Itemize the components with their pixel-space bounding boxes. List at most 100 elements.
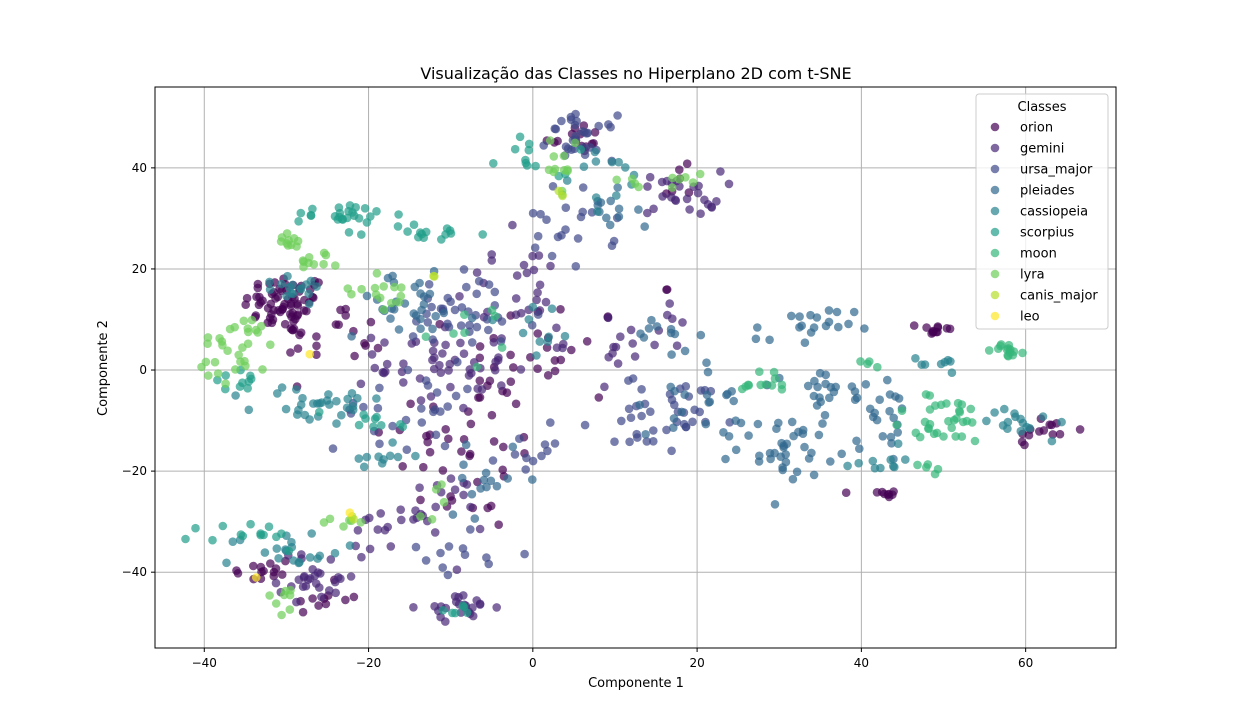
scatter-point [432,388,442,397]
y-tick-label: −40 [122,565,147,579]
legend-marker [990,143,1000,153]
points [181,109,1085,626]
legend-label: orion [1020,121,1053,136]
y-tick-label: 0 [139,363,147,377]
scatter-point [603,313,613,323]
scatter-point [463,384,472,394]
scatter-point [778,463,787,472]
scatter-point [547,251,557,261]
scatter-point [462,282,471,292]
series-cassiopeia [222,147,1066,568]
scatter-point [377,421,386,430]
scatter-point [643,182,652,191]
scatter-point [377,459,387,468]
scatter-point [298,607,308,617]
scatter-point [515,132,525,142]
scatter-point [393,222,403,231]
scatter-point [787,417,797,427]
scatter-point [283,271,292,281]
scatter-point [372,394,381,403]
scatter-point [672,341,682,351]
scatter-point [984,346,994,355]
scatter-point [705,397,715,407]
scatter-point [770,500,780,509]
scatter-point [770,374,780,383]
scatter-point [744,431,753,440]
scatter-point [431,430,441,440]
scatter-point [579,162,589,171]
legend-item-pleiades: pleiades [990,184,1075,199]
scatter-point [411,506,420,515]
scatter-point [265,285,275,294]
scatter-point [688,178,698,187]
scatter-point [591,157,601,166]
scatter-point [416,396,426,405]
scatter-point [417,404,426,413]
scatter-point [548,182,558,191]
scatter-point [411,542,421,552]
scatter-point [457,473,467,483]
legend-label: canis_major [1020,289,1098,304]
scatter-point [466,525,475,534]
scatter-point [613,111,622,120]
scatter-point [441,340,450,350]
scatter-point [787,311,796,321]
scatter-point [390,282,399,292]
scatter-point [478,230,488,239]
scatter-point [590,128,600,137]
scatter-point [777,385,787,394]
scatter-point [309,399,318,408]
scatter-point [345,541,355,550]
scatter-point [1048,430,1058,439]
scatter-point [612,191,621,200]
scatter-point [922,323,931,332]
scatter-point [467,489,477,499]
scatter-point [297,550,306,559]
scatter-point [695,169,705,179]
scatter-point [312,332,321,341]
scatter-point [296,284,305,293]
scatter-point [562,176,572,185]
scatter-point [861,380,871,389]
scatter-point [460,550,470,559]
scatter-point [966,404,976,414]
scatter-point [571,262,581,271]
scatter-point [397,515,406,525]
scatter-point [459,349,469,359]
scatter-point [315,551,325,561]
scatter-point [519,260,529,270]
scatter-point [756,380,765,390]
scatter-point [743,380,753,390]
scatter-point [362,218,372,227]
scatter-point [439,308,449,318]
scatter-point [561,225,570,234]
legend-item-cassiopeia: cassiopeia [990,205,1088,220]
scatter-point [662,425,671,435]
scatter-point [288,289,298,299]
scatter-point [310,571,320,581]
scatter-point [181,534,190,544]
scatter-point [429,364,439,374]
scatter-point [533,310,543,319]
scatter-point [398,462,408,471]
scatter-point [644,324,654,333]
scatter-point [951,432,960,441]
scatter-point [670,400,679,410]
scatter-point [831,382,840,392]
scatter-point [277,383,287,392]
scatter-point [448,510,458,519]
scatter-point [917,360,926,370]
scatter-point [626,325,636,335]
scatter-point [774,418,783,428]
scatter-point [652,322,662,331]
scatter-point [305,415,314,424]
scatter-point [335,208,345,218]
scatter-point [288,325,297,335]
scatter-point [409,309,419,318]
scatter-point [529,265,539,275]
x-tick-label: −40 [192,656,217,670]
scatter-point [855,444,864,454]
scatter-point [456,338,465,348]
scatter-point [563,165,572,174]
